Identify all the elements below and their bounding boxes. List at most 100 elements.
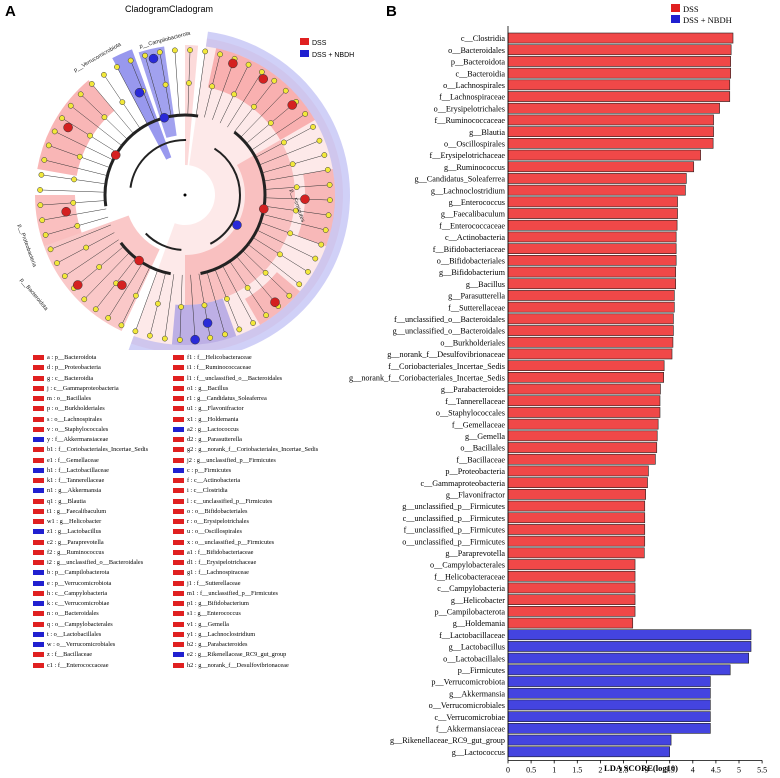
tree-branch [42, 208, 107, 221]
cladogram-legend-text: r : o__Erysipelotrichales [187, 518, 249, 525]
cladogram-legend-swatch [33, 611, 44, 617]
lda-bar-label: o__Erysipelotrichales [434, 104, 505, 113]
lda-bar [507, 290, 675, 301]
cladogram-legend-swatch [33, 467, 44, 473]
lda-bar [507, 231, 677, 243]
lda-bar-label: g__Faecalibaculum [441, 210, 506, 219]
tree-node [232, 220, 242, 230]
cladogram-legend-text: z1 : g__Lactobacillus [47, 528, 102, 536]
lda-bar-label: g__Flavonifractor [446, 491, 505, 500]
cladogram-legend-entry: j1 : f__Sutterellaceae [173, 580, 241, 588]
lda-bar-label: g__Candidatus_Soleaferrea [415, 175, 506, 184]
cladogram-legend-entry: z : f__Bacillaceae [33, 651, 92, 659]
cladogram-legend-swatch [33, 437, 44, 443]
cladogram-legend-swatch [33, 662, 44, 668]
cladogram-legend-entry: p1 : g__Bifidobacterium [173, 600, 249, 608]
cladogram-legend-entry: t : o__Lactobacillales [33, 631, 101, 639]
cladogram-legend-entry: o : o__Bifidobacteriales [173, 508, 248, 516]
panel-a-label: A [5, 3, 16, 20]
cladogram-legend-text: f2 : g__Ruminococcus [47, 548, 105, 556]
tree-node [293, 184, 300, 191]
tree-branch [236, 256, 279, 307]
cladogram-legend-text: b1 : f__Coriobacteriales_Incertae_Sedis [47, 446, 149, 454]
cladogram-title: CladogramCladogram [125, 4, 214, 14]
cladogram-legend-swatch [173, 375, 184, 381]
tree-node [202, 48, 209, 55]
lda-bar [507, 266, 677, 278]
clado-legend-dss-swatch [300, 38, 309, 45]
tree-node [270, 297, 280, 307]
tree-node [282, 87, 289, 94]
tree-branch [263, 169, 328, 182]
tree-node [117, 280, 127, 290]
tree-node [81, 296, 88, 303]
cladogram-legend-entry: d : p__Proteobacteria [33, 364, 101, 372]
clade-verrucomicrobiota [112, 49, 172, 160]
lda-bar-label: g__Helicobacter [451, 596, 505, 605]
lda-bar-label: g__unclassified_o__Bacteroidales [393, 327, 505, 336]
tree-node [267, 120, 274, 126]
lda-legend-dss-swatch [671, 4, 680, 12]
tree-node [73, 280, 83, 290]
cladogram-legend-entry: a1 : f__Bifidobacteriaceae [173, 549, 253, 557]
cladogram-legend-entry: o1 : g__Bacillus [173, 385, 228, 393]
cladogram-legend-swatch [33, 570, 44, 576]
lda-bar-label: o__Campylobacterales [430, 561, 505, 570]
cladogram-legend-text: a : p__Bacteroidota [47, 354, 97, 361]
tree-node [148, 53, 159, 64]
tree-node [186, 80, 192, 86]
tree-node [262, 269, 269, 276]
cladogram-legend-text: c : p__Firmicutes [187, 466, 232, 474]
cladogram-legend-swatch [33, 385, 44, 391]
cladogram-legend-entry: j : c__Gammaproteobacteria [33, 385, 119, 393]
cladogram-legend-entry: u1 : g__Flavonifractor [173, 405, 244, 413]
cladogram-legend-entry: f1 : f__Helicobacteraceae [173, 354, 252, 362]
tree-branch [107, 262, 143, 319]
cladogram-legend-text: b2 : g__Parabacteroides [187, 641, 248, 648]
cladogram-legend-text: s1 : g__Enterococcus [187, 610, 241, 618]
tree-node [302, 111, 309, 117]
cladogram-legend-entry: f : c__Actinobacteria [173, 477, 240, 485]
cladogram-legend-swatch [33, 539, 44, 545]
cladogram-legend-swatch [173, 652, 184, 658]
cladogram-legend-entry: b2 : g__Parabacteroides [173, 641, 248, 649]
cladogram-legend-swatch [173, 519, 184, 525]
tree-node [293, 207, 299, 214]
cladogram-legend-entry: k1 : f__Tannerellaceae [33, 477, 104, 485]
lda-bar-label: f__unclassified_p__Firmicutes [404, 526, 505, 535]
lda-bar [507, 488, 646, 500]
tree-branch [206, 271, 226, 335]
lda-bar [507, 360, 665, 372]
clade-bacteroidota [44, 215, 160, 331]
lda-bar [507, 664, 731, 676]
lda-bar-label: f__Ruminococcaceae [435, 116, 506, 125]
tree-node [286, 292, 293, 299]
tree-branch [40, 189, 106, 193]
lda-x-axis-title: LDA SCORE(log10) [604, 763, 678, 773]
lda-bar [507, 196, 678, 208]
cladogram: DSS DSS + NBDH p__Verrucomicrobiota p__C… [16, 30, 354, 350]
cladogram-legend-entry: i1 : f__Ruminococcaceae [173, 364, 251, 372]
lda-bar-label: p__Campilobacterota [435, 608, 506, 617]
cladogram-legend-entry: n1 : g__Akkermansia [33, 487, 101, 495]
tree-node [162, 81, 169, 88]
lda-x-tick-label: 1 [552, 765, 556, 774]
lda-bar-label: c__Campylobacteria [437, 584, 505, 593]
cladogram-legend-text: m : o__Bacillales [47, 395, 92, 402]
cladogram-legend-swatch [33, 488, 44, 494]
cladogram-legend-text: l1 : f__unclassified_o__Bacteroidales [187, 374, 283, 382]
tree-node [147, 332, 153, 339]
tree-node [142, 52, 148, 59]
cladogram-legend-swatch [173, 529, 184, 535]
clado-label-proteobacteria: p__Proteobacteria [16, 224, 37, 269]
cladogram-legend-entry: w1 : g__Helicobacter [33, 518, 101, 526]
cladogram-legend-swatch [173, 662, 184, 668]
lda-bar-label: g__Parasutterella [448, 292, 505, 301]
cladogram-legend-text: c1 : f__Enterococcaceae [47, 661, 109, 669]
lda-bar [507, 371, 664, 383]
lda-bar [507, 208, 678, 219]
tree-node [37, 202, 44, 208]
cladogram-legend-swatch [173, 631, 184, 637]
cladogram-legend-text: h : c__Campylobacteria [47, 589, 108, 597]
cladogram-legend-text: h1 : f__Lactobacillaceae [47, 466, 109, 474]
